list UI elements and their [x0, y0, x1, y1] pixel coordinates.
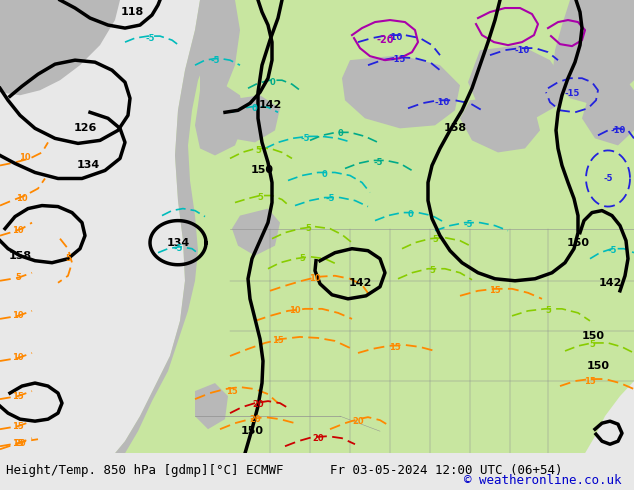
Text: 126: 126: [74, 123, 97, 133]
Text: 5: 5: [255, 146, 261, 155]
Text: 158: 158: [443, 123, 467, 133]
Polygon shape: [0, 0, 120, 95]
Text: 5: 5: [257, 193, 263, 202]
Text: 5: 5: [305, 224, 311, 233]
Text: -15: -15: [564, 89, 579, 98]
Text: 142: 142: [348, 278, 372, 288]
Text: 10: 10: [289, 306, 301, 316]
Text: 5: 5: [65, 254, 71, 263]
Text: -15: -15: [391, 55, 406, 64]
Text: 15: 15: [12, 392, 24, 401]
Polygon shape: [195, 383, 228, 429]
Text: 150: 150: [240, 426, 264, 436]
Text: 0: 0: [337, 129, 343, 138]
Text: -5: -5: [301, 134, 310, 143]
Text: -10: -10: [611, 126, 626, 135]
Polygon shape: [342, 55, 460, 128]
Text: 0: 0: [407, 210, 413, 219]
Text: 150: 150: [250, 166, 273, 175]
Text: 10: 10: [19, 153, 31, 162]
Text: 10: 10: [16, 194, 28, 203]
Text: 5: 5: [432, 235, 438, 244]
Text: 15: 15: [12, 422, 24, 431]
Text: 142: 142: [598, 278, 622, 288]
Text: 134: 134: [166, 238, 190, 247]
Text: 15: 15: [584, 376, 596, 386]
Polygon shape: [200, 0, 240, 100]
Polygon shape: [468, 45, 565, 121]
Text: 20: 20: [249, 415, 261, 424]
Polygon shape: [195, 85, 245, 155]
Text: 15: 15: [272, 337, 284, 345]
Text: Height/Temp. 850 hPa [gdmp][°C] ECMWF: Height/Temp. 850 hPa [gdmp][°C] ECMWF: [6, 464, 284, 477]
Text: 142: 142: [258, 100, 281, 110]
Text: -20: -20: [376, 35, 394, 45]
Polygon shape: [0, 0, 634, 453]
Text: -10: -10: [387, 33, 403, 42]
Text: 5: 5: [545, 306, 551, 316]
Text: 5: 5: [589, 341, 595, 349]
Text: 5: 5: [429, 266, 435, 275]
Text: 20: 20: [252, 400, 264, 409]
Text: -5: -5: [210, 56, 220, 65]
Text: 150: 150: [586, 361, 609, 371]
Text: -5: -5: [373, 158, 383, 167]
Text: 10: 10: [12, 311, 24, 320]
Text: 150: 150: [567, 238, 590, 247]
Polygon shape: [220, 95, 280, 143]
Text: -5: -5: [325, 194, 335, 203]
Text: -5: -5: [603, 174, 612, 183]
Text: 20: 20: [14, 439, 26, 448]
Text: Fr 03-05-2024 12:00 UTC (06+54): Fr 03-05-2024 12:00 UTC (06+54): [330, 464, 562, 477]
Text: © weatheronline.co.uk: © weatheronline.co.uk: [464, 474, 621, 487]
Text: 15: 15: [12, 439, 24, 448]
Text: 10: 10: [12, 353, 24, 363]
Text: 15: 15: [489, 286, 501, 295]
Text: -10: -10: [514, 46, 529, 55]
Text: 158: 158: [8, 251, 32, 261]
Text: 5: 5: [299, 254, 305, 263]
Text: 134: 134: [76, 160, 100, 171]
Polygon shape: [460, 95, 540, 152]
Text: 118: 118: [120, 7, 144, 17]
Text: -5: -5: [607, 246, 617, 255]
Text: 0: 0: [269, 78, 275, 87]
Text: -5: -5: [173, 244, 183, 253]
Polygon shape: [580, 381, 634, 453]
Polygon shape: [582, 78, 634, 146]
Text: -5: -5: [145, 34, 155, 43]
Polygon shape: [0, 0, 200, 453]
Text: 20: 20: [312, 434, 324, 442]
Text: 15: 15: [226, 387, 238, 395]
Polygon shape: [552, 0, 634, 105]
Text: 20: 20: [353, 416, 364, 426]
Text: 15: 15: [389, 343, 401, 352]
Polygon shape: [232, 209, 280, 256]
Polygon shape: [388, 70, 438, 112]
Text: -10: -10: [434, 98, 450, 107]
Text: 150: 150: [581, 331, 604, 341]
Text: 10: 10: [309, 274, 321, 283]
Polygon shape: [115, 0, 225, 453]
Text: -5: -5: [463, 220, 473, 229]
Text: 10: 10: [12, 226, 24, 235]
Text: 0: 0: [322, 170, 328, 179]
Text: 5: 5: [15, 273, 21, 282]
Text: 0: 0: [252, 104, 258, 113]
